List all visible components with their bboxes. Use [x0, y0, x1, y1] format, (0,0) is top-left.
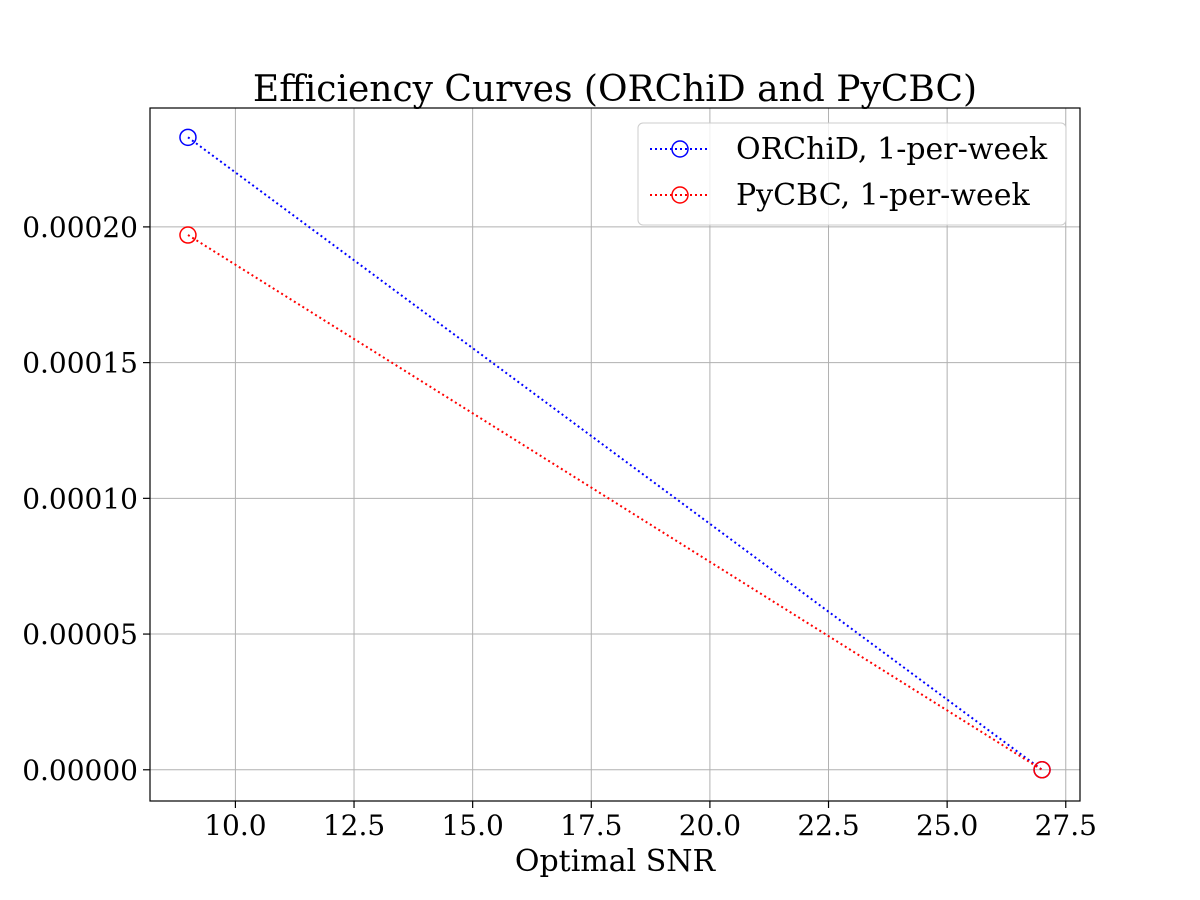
x-tick-label: 10.0 [204, 809, 266, 842]
legend: ORChiD, 1-per-week PyCBC, 1-per-week [637, 122, 1067, 226]
x-axis-label: Optimal SNR [515, 844, 717, 879]
x-tick-label: 25.0 [916, 809, 978, 842]
y-tick-label: 0.00015 [22, 347, 138, 380]
y-axis-ticks: 0.00000 0.00005 0.00010 0.00015 0.00020 [22, 211, 150, 787]
x-tick-label: 12.5 [323, 809, 385, 842]
plot-frame [149, 107, 1081, 802]
legend-label-pycbc: PyCBC, 1-per-week [736, 178, 1030, 213]
data-point-0-0 [179, 128, 197, 147]
data-point-1-1 [1033, 761, 1051, 779]
legend-marker-orchid [671, 140, 689, 158]
y-tick-label: 0.00010 [22, 482, 138, 515]
data-point-1-0 [179, 226, 197, 244]
x-axis-ticks: 10.0 12.5 15.0 17.5 20.0 22.5 25.0 27.5 [204, 801, 1097, 842]
series-line-0 [187, 136, 1043, 771]
legend-box [637, 122, 1067, 226]
grid-lines [150, 108, 1080, 801]
x-tick-label: 15.0 [441, 809, 503, 842]
series-layer [179, 128, 1051, 779]
x-tick-label: 27.5 [1035, 809, 1097, 842]
x-tick-label: 17.5 [560, 809, 622, 842]
y-tick-label: 0.00020 [22, 211, 138, 244]
x-tick-label: 22.5 [797, 809, 859, 842]
legend-marker-pycbc [671, 186, 689, 204]
y-tick-label: 0.00005 [22, 618, 138, 651]
y-tick-label: 0.00000 [22, 754, 138, 787]
x-tick-label: 20.0 [679, 809, 741, 842]
legend-label-orchid: ORChiD, 1-per-week [736, 132, 1048, 167]
chart-title: Efficiency Curves (ORChiD and PyCBC) [253, 69, 977, 110]
